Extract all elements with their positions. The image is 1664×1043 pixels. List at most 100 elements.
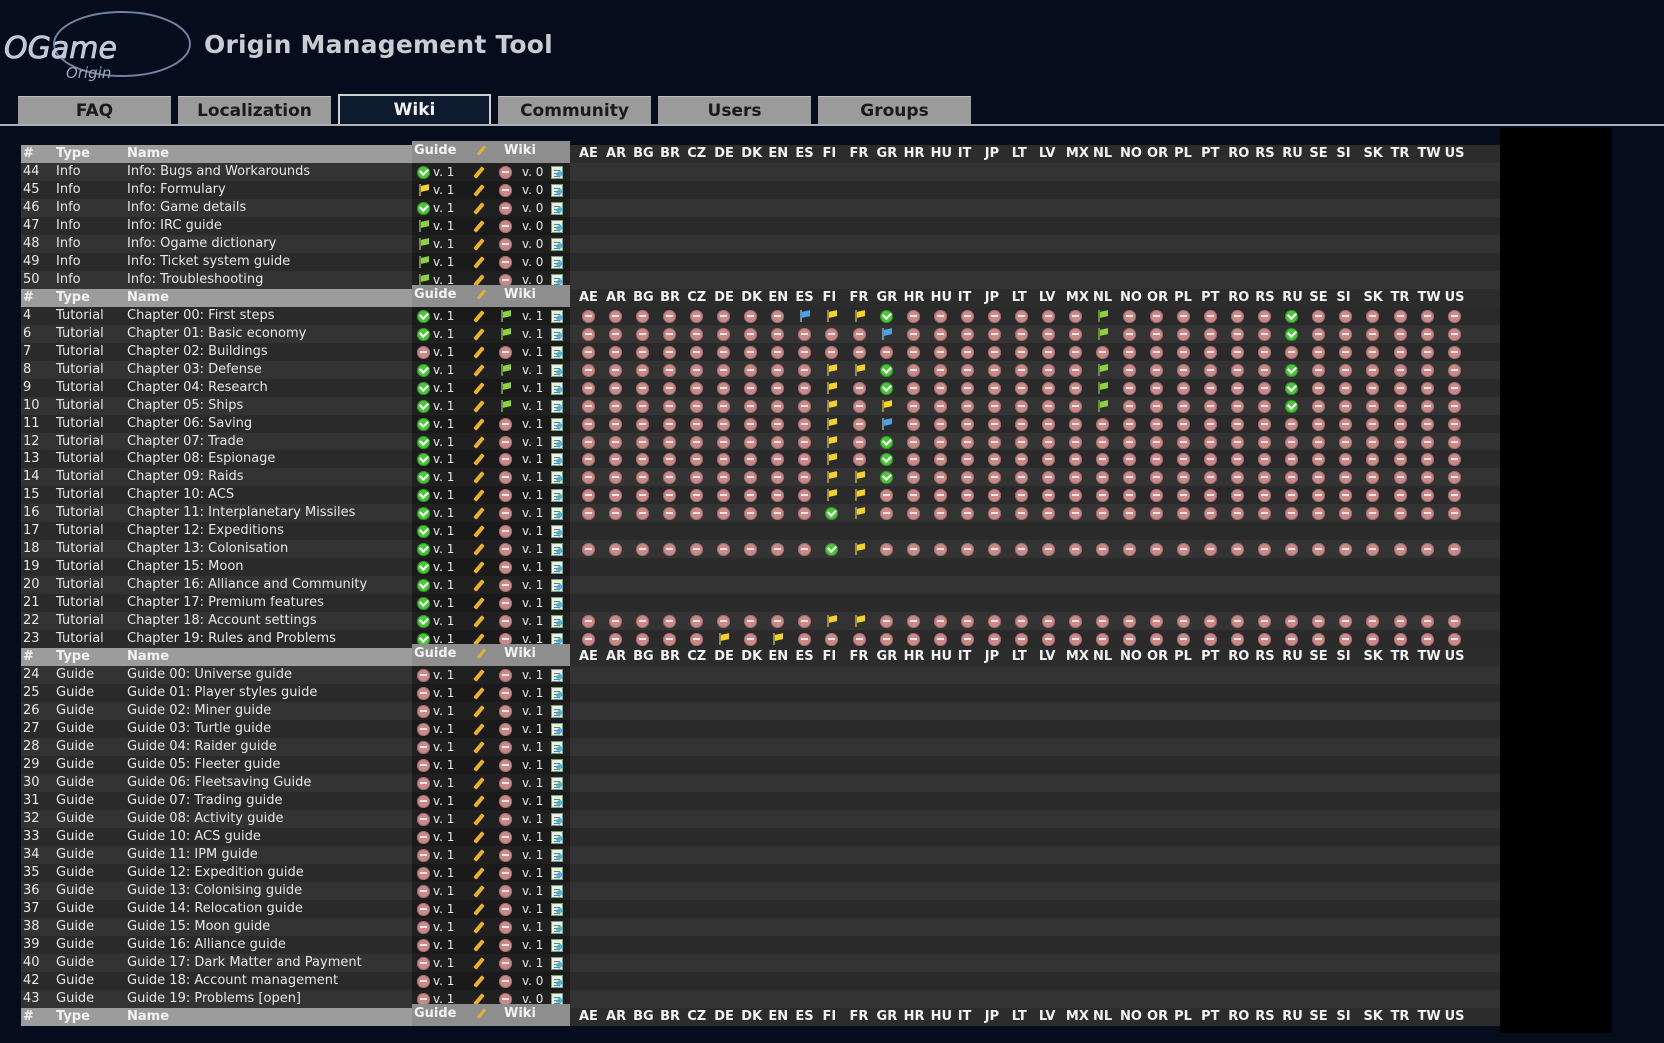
lang-status-es-icon[interactable] — [798, 327, 812, 341]
lang-status-jp-icon[interactable] — [987, 309, 1001, 323]
lang-header-tw[interactable]: TW — [1417, 289, 1441, 305]
lang-status-ae-icon[interactable] — [582, 489, 595, 503]
row-name[interactable]: Chapter 13: Colonisation — [127, 541, 289, 557]
wiki-status-icon[interactable] — [499, 741, 512, 754]
lang-header-mx[interactable]: MX — [1065, 146, 1089, 161]
edit-pencil-icon[interactable] — [472, 921, 485, 934]
lang-status-bg-icon[interactable] — [636, 633, 650, 647]
lang-status-cz-icon[interactable] — [690, 309, 704, 323]
table-row[interactable]: 34 Guide Guide 11: IPM guide v. 1 v. 1 — [21, 845, 1500, 864]
lang-status-or-icon[interactable] — [1150, 453, 1164, 467]
lang-header-mx[interactable]: MX — [1065, 289, 1089, 305]
lang-status-us-icon[interactable] — [1447, 417, 1461, 431]
lang-status-ae-icon[interactable] — [582, 507, 595, 521]
lang-status-se-icon[interactable] — [1312, 435, 1326, 449]
lang-status-lv-icon[interactable] — [1041, 309, 1055, 323]
lang-status-ru-icon[interactable] — [1285, 633, 1299, 647]
edit-pencil-icon[interactable] — [472, 759, 485, 772]
lang-status-lv-icon[interactable] — [1041, 615, 1055, 629]
lang-status-ar-icon[interactable] — [609, 399, 623, 413]
lang-header-en[interactable]: EN — [768, 146, 789, 161]
wiki-page-icon[interactable] — [551, 884, 563, 898]
row-name[interactable]: Info: Troubleshooting — [127, 271, 264, 287]
lang-status-lv-icon[interactable] — [1041, 417, 1055, 431]
lang-status-ae-icon[interactable] — [582, 381, 595, 395]
lang-status-tr-icon[interactable] — [1393, 453, 1407, 467]
lang-header-en[interactable]: EN — [768, 1008, 789, 1024]
lang-status-fr-icon[interactable] — [852, 381, 866, 395]
lang-status-pt-icon[interactable] — [1204, 327, 1218, 341]
lang-status-fi-icon[interactable] — [825, 489, 838, 502]
guide-status-icon[interactable] — [417, 471, 430, 485]
lang-status-nl-icon[interactable] — [1096, 363, 1109, 376]
lang-header-no[interactable]: NO — [1120, 146, 1142, 161]
header-num[interactable]: # — [23, 1008, 34, 1024]
lang-status-nl-icon[interactable] — [1096, 309, 1109, 322]
lang-status-lv-icon[interactable] — [1041, 363, 1055, 377]
lang-status-jp-icon[interactable] — [987, 633, 1001, 647]
row-name[interactable]: Guide 14: Relocation guide — [127, 900, 303, 916]
lang-status-si-icon[interactable] — [1339, 543, 1353, 557]
lang-status-tw-icon[interactable] — [1420, 435, 1434, 449]
lang-status-it-icon[interactable] — [960, 381, 974, 395]
lang-status-mx-icon[interactable] — [1068, 453, 1082, 467]
wiki-page-icon[interactable] — [551, 399, 563, 413]
lang-status-fi-icon[interactable] — [825, 471, 838, 484]
lang-status-pl-icon[interactable] — [1177, 363, 1191, 377]
lang-status-tw-icon[interactable] — [1420, 417, 1434, 431]
lang-header-it[interactable]: IT — [957, 1008, 972, 1024]
lang-header-ro[interactable]: RO — [1228, 146, 1250, 161]
lang-status-ae-icon[interactable] — [582, 453, 595, 467]
lang-status-dk-icon[interactable] — [744, 489, 758, 503]
lang-status-ae-icon[interactable] — [582, 345, 595, 359]
lang-status-en-icon[interactable] — [771, 633, 784, 646]
lang-status-jp-icon[interactable] — [987, 399, 1001, 413]
row-name[interactable]: Guide 16: Alliance guide — [127, 936, 286, 952]
table-row[interactable]: 15 Tutorial Chapter 10: ACS v. 1 v. 1 — [21, 486, 1500, 505]
edit-pencil-icon[interactable] — [472, 741, 485, 754]
lang-status-it-icon[interactable] — [960, 543, 974, 557]
lang-status-us-icon[interactable] — [1447, 381, 1461, 395]
lang-header-rs[interactable]: RS — [1255, 649, 1275, 665]
lang-status-it-icon[interactable] — [960, 489, 974, 503]
lang-status-tr-icon[interactable] — [1393, 633, 1407, 647]
wiki-page-icon[interactable] — [551, 938, 563, 952]
lang-header-ar[interactable]: AR — [606, 289, 627, 305]
guide-status-icon[interactable] — [417, 758, 430, 772]
lang-status-bg-icon[interactable] — [636, 327, 650, 341]
table-row[interactable]: 19 Tutorial Chapter 15: Moon v. 1 v. 1 — [21, 558, 1500, 577]
lang-header-tw[interactable]: TW — [1417, 649, 1441, 665]
lang-status-se-icon[interactable] — [1312, 381, 1326, 395]
lang-status-br-icon[interactable] — [663, 507, 677, 521]
edit-pencil-icon[interactable] — [472, 687, 485, 700]
lang-status-mx-icon[interactable] — [1068, 471, 1082, 485]
lang-status-br-icon[interactable] — [663, 435, 677, 449]
lang-header-sk[interactable]: SK — [1363, 649, 1383, 665]
header-guide-label[interactable]: Guide — [414, 143, 457, 158]
lang-status-ru-icon[interactable] — [1285, 363, 1299, 377]
row-name[interactable]: Chapter 08: Espionage — [127, 451, 276, 467]
lang-status-fi-icon[interactable] — [825, 345, 839, 359]
table-row[interactable]: 28 Guide Guide 04: Raider guide v. 1 v. 1 — [21, 738, 1500, 756]
lang-status-hr-icon[interactable] — [906, 507, 920, 521]
lang-status-nl-icon[interactable] — [1095, 615, 1109, 629]
lang-header-fi[interactable]: FI — [822, 649, 837, 665]
lang-status-tr-icon[interactable] — [1393, 345, 1407, 359]
lang-status-ar-icon[interactable] — [609, 363, 623, 377]
lang-header-es[interactable]: ES — [795, 289, 814, 305]
lang-status-de-icon[interactable] — [717, 399, 731, 413]
lang-status-br-icon[interactable] — [663, 309, 677, 323]
wiki-page-icon[interactable] — [551, 758, 563, 772]
lang-status-en-icon[interactable] — [771, 543, 785, 557]
lang-status-sk-icon[interactable] — [1366, 327, 1380, 341]
guide-status-icon[interactable] — [417, 705, 430, 719]
lang-status-de-icon[interactable] — [717, 345, 731, 359]
lang-status-pt-icon[interactable] — [1204, 399, 1218, 413]
lang-status-lt-icon[interactable] — [1014, 399, 1028, 413]
lang-status-dk-icon[interactable] — [744, 471, 758, 485]
wiki-page-icon[interactable] — [551, 525, 563, 539]
lang-header-us[interactable]: US — [1444, 146, 1465, 161]
lang-status-us-icon[interactable] — [1447, 615, 1461, 629]
lang-header-lv[interactable]: LV — [1038, 649, 1056, 665]
edit-pencil-icon[interactable] — [472, 346, 485, 359]
